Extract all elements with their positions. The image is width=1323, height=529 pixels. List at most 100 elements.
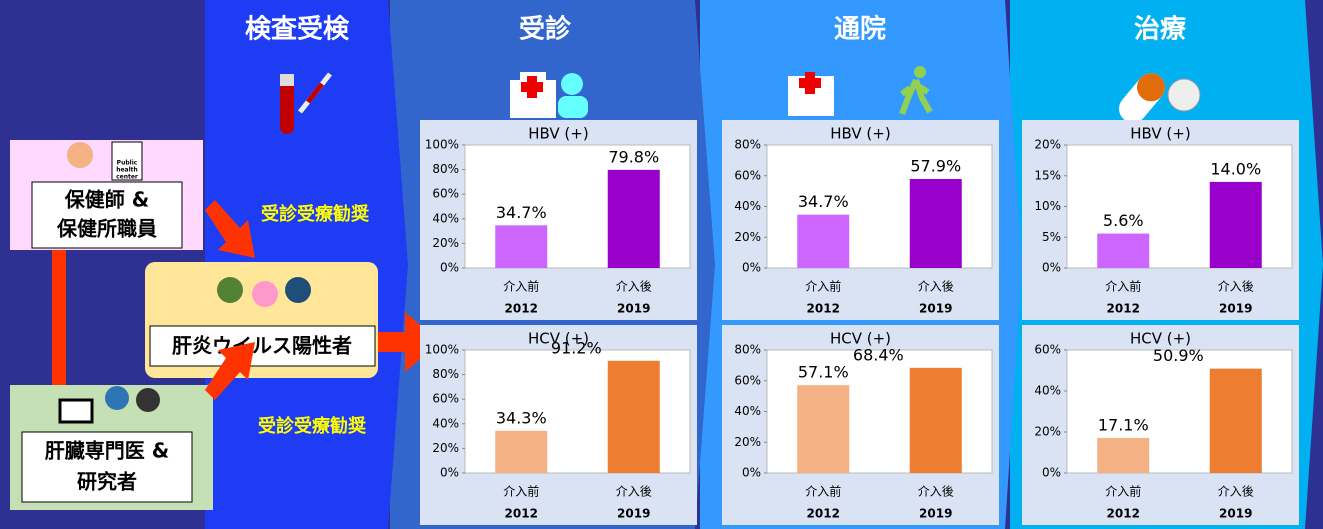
laptop-icon — [58, 398, 94, 424]
person-icon — [252, 281, 278, 307]
x-tick-year: 2012 — [807, 507, 840, 521]
y-tick-label: 40% — [432, 416, 459, 430]
x-tick-year: 2012 — [505, 507, 538, 521]
x-tick-year: 2012 — [807, 302, 840, 316]
bar — [1209, 368, 1262, 473]
y-tick-label: 20% — [432, 441, 459, 455]
bar — [797, 214, 850, 268]
value-label: 5.6% — [1103, 211, 1144, 230]
y-tick-label: 0% — [742, 466, 761, 480]
y-tick-label: 20% — [1034, 138, 1061, 152]
y-tick-label: 60% — [432, 392, 459, 406]
label-box — [31, 181, 183, 249]
x-tick-label: 介入後 — [616, 485, 652, 499]
promotion-label: 受診受療勧奨 — [258, 415, 367, 437]
value-label: 17.1% — [1098, 415, 1149, 434]
actor-label: 肝臓専門医 & — [45, 439, 169, 463]
value-label: 50.9% — [1153, 346, 1204, 365]
y-tick-label: 20% — [734, 230, 761, 244]
x-tick-year: 2019 — [617, 302, 650, 316]
chart-title: HCV (+) — [1130, 330, 1191, 348]
y-tick-label: 80% — [432, 367, 459, 381]
x-tick-label: 介入後 — [1218, 280, 1254, 294]
x-tick-label: 介入前 — [503, 484, 539, 499]
y-tick-label: 0% — [1042, 261, 1061, 275]
x-tick-label: 介入前 — [1105, 279, 1141, 294]
value-label: 91.2% — [551, 338, 602, 357]
x-tick-year: 2019 — [919, 507, 952, 521]
y-tick-label: 80% — [734, 138, 761, 152]
icon-label: health — [116, 167, 138, 174]
label-box — [21, 431, 193, 503]
y-tick-label: 10% — [1034, 199, 1061, 213]
y-tick-label: 0% — [440, 466, 459, 480]
connector — [52, 250, 66, 385]
y-tick-label: 60% — [734, 168, 761, 182]
icon-label: center — [116, 174, 138, 181]
value-label: 57.1% — [798, 363, 849, 382]
person-icon — [217, 277, 243, 303]
bar — [495, 225, 548, 268]
arrow — [205, 342, 255, 400]
x-tick-label: 介入前 — [805, 279, 841, 294]
x-tick-year: 2019 — [919, 302, 952, 316]
x-tick-label: 介入後 — [1218, 485, 1254, 499]
x-tick-label: 介入前 — [1105, 484, 1141, 499]
promotion-label: 受診受療勧奨 — [261, 203, 370, 225]
y-tick-label: 40% — [734, 404, 761, 418]
bar — [607, 360, 660, 473]
y-tick-label: 100% — [425, 343, 459, 357]
value-label: 79.8% — [608, 147, 659, 166]
person-icon — [285, 277, 311, 303]
hospital-icon — [510, 72, 588, 118]
value-label: 34.7% — [496, 203, 547, 222]
y-tick-label: 0% — [1042, 466, 1061, 480]
y-tick-label: 40% — [734, 199, 761, 213]
y-tick-label: 20% — [1034, 425, 1061, 439]
y-tick-label: 5% — [1042, 230, 1061, 244]
y-tick-label: 20% — [432, 236, 459, 250]
y-tick-label: 80% — [432, 162, 459, 176]
bar — [909, 367, 962, 473]
x-tick-year: 2012 — [1107, 302, 1140, 316]
y-tick-label: 60% — [1034, 343, 1061, 357]
actor-label: 肝炎ウイルス陽性者 — [172, 334, 352, 358]
chart-title: HBV (+) — [830, 125, 890, 143]
bar — [909, 178, 962, 268]
stage-title: 治療 — [1134, 15, 1187, 45]
actor-label: 研究者 — [77, 470, 137, 494]
icon-label: Public — [117, 160, 138, 167]
chart-title: HCV (+) — [528, 330, 589, 348]
y-tick-label: 0% — [440, 261, 459, 275]
actor-label: 保健所職員 — [56, 217, 157, 241]
x-tick-label: 介入後 — [918, 485, 954, 499]
y-tick-label: 60% — [432, 187, 459, 201]
hospital-walk-icon — [788, 66, 933, 116]
value-label: 34.7% — [798, 192, 849, 211]
person-icon — [67, 142, 93, 168]
x-tick-year: 2019 — [617, 507, 650, 521]
person-icon — [105, 386, 129, 410]
x-tick-label: 介入後 — [616, 280, 652, 294]
x-tick-label: 介入後 — [918, 280, 954, 294]
x-tick-label: 介入前 — [503, 279, 539, 294]
y-tick-label: 15% — [1034, 168, 1061, 182]
label-box — [149, 325, 376, 367]
bar — [1097, 437, 1150, 473]
value-label: 57.9% — [910, 156, 961, 175]
bar — [495, 430, 548, 473]
bar — [607, 169, 660, 268]
stage-title: 通院 — [834, 14, 886, 45]
person-icon — [136, 388, 160, 412]
stage-title: 検査受検 — [245, 14, 350, 45]
x-tick-year: 2012 — [505, 302, 538, 316]
y-tick-label: 60% — [734, 373, 761, 387]
y-tick-label: 40% — [432, 211, 459, 225]
arrow — [378, 312, 440, 372]
actor-label: 保健師 & — [64, 188, 149, 212]
blood-tube-icon — [280, 72, 332, 134]
x-tick-year: 2012 — [1107, 507, 1140, 521]
pill-icon — [1119, 73, 1201, 123]
x-tick-label: 介入前 — [805, 484, 841, 499]
